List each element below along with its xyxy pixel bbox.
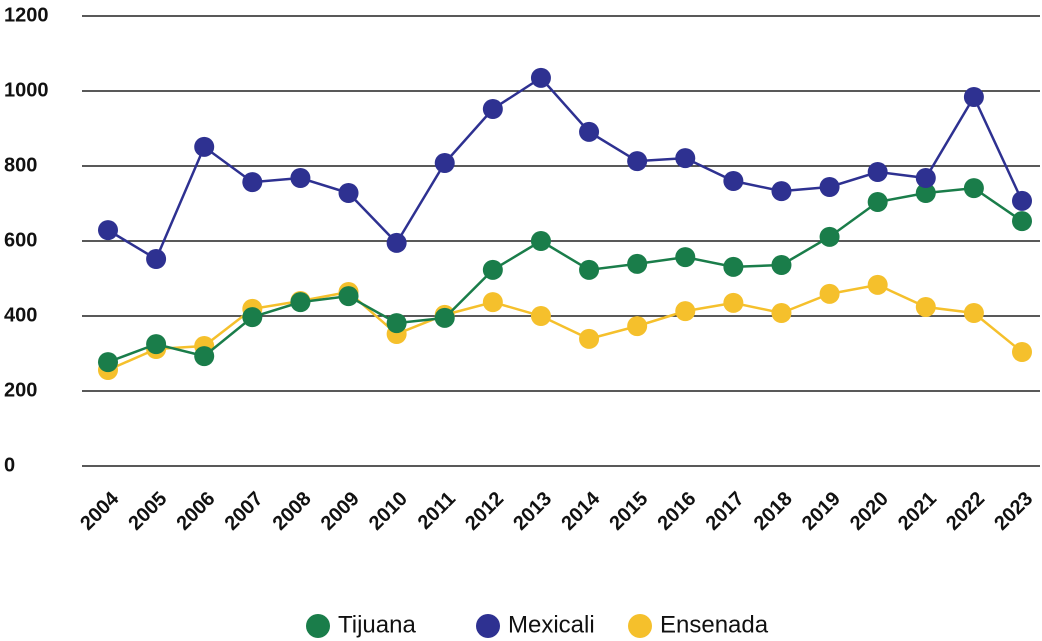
point bbox=[963, 87, 984, 107]
y-tick-label: 800 bbox=[4, 154, 37, 176]
point bbox=[530, 306, 551, 326]
point bbox=[867, 192, 888, 212]
point bbox=[579, 259, 600, 280]
point bbox=[290, 168, 311, 188]
point bbox=[915, 183, 936, 203]
point bbox=[675, 148, 696, 169]
legend-swatch bbox=[476, 614, 500, 638]
legend-label: Ensenada bbox=[660, 611, 769, 638]
point bbox=[675, 247, 696, 268]
legend-swatch bbox=[628, 614, 652, 638]
point bbox=[434, 307, 455, 328]
point bbox=[146, 334, 167, 355]
x-tick-label: 2015 bbox=[605, 488, 652, 535]
x-tick-label: 2010 bbox=[365, 488, 412, 535]
point bbox=[98, 220, 118, 241]
y-tick-label: 400 bbox=[4, 304, 37, 326]
series-line bbox=[107, 283, 1023, 372]
point bbox=[482, 259, 503, 280]
x-tick-label: 2008 bbox=[269, 488, 316, 535]
point bbox=[338, 286, 359, 307]
point bbox=[579, 121, 600, 142]
x-tick-label: 2016 bbox=[654, 488, 701, 535]
point bbox=[146, 249, 167, 269]
point bbox=[530, 231, 551, 251]
y-tick-label: 1200 bbox=[4, 4, 49, 26]
point bbox=[963, 303, 984, 323]
x-tick-label: 2020 bbox=[846, 488, 893, 535]
point bbox=[867, 162, 888, 182]
legend-label: Tijuana bbox=[338, 611, 416, 638]
point bbox=[386, 232, 407, 253]
point bbox=[1012, 342, 1032, 362]
point bbox=[915, 297, 936, 317]
x-tick-label: 2023 bbox=[990, 488, 1037, 535]
point bbox=[386, 313, 407, 334]
point bbox=[1012, 211, 1032, 232]
x-tick-label: 2006 bbox=[172, 488, 219, 535]
x-tick-label: 2022 bbox=[942, 488, 989, 535]
point bbox=[242, 172, 263, 193]
point bbox=[242, 307, 263, 328]
x-tick-label: 2017 bbox=[702, 488, 749, 535]
point bbox=[627, 316, 648, 337]
point bbox=[819, 177, 840, 197]
point bbox=[627, 253, 648, 274]
point bbox=[290, 292, 311, 313]
x-tick-label: 2009 bbox=[317, 488, 364, 535]
point bbox=[482, 292, 503, 313]
y-tick-label: 600 bbox=[4, 229, 37, 251]
x-tick-label: 2013 bbox=[509, 488, 556, 535]
point bbox=[915, 168, 936, 188]
point bbox=[771, 181, 792, 202]
legend-label: Mexicali bbox=[508, 611, 595, 638]
x-tick-label: 2019 bbox=[798, 488, 845, 535]
point bbox=[482, 99, 503, 119]
x-tick-label: 2012 bbox=[461, 488, 508, 535]
point bbox=[819, 283, 840, 304]
point bbox=[723, 292, 744, 313]
point bbox=[963, 178, 984, 199]
x-tick-label: 2004 bbox=[76, 487, 124, 535]
point bbox=[723, 171, 744, 191]
point bbox=[194, 346, 215, 367]
point bbox=[530, 67, 551, 88]
point bbox=[1012, 190, 1032, 211]
point bbox=[194, 136, 215, 157]
x-tick-label: 2011 bbox=[414, 488, 460, 534]
point bbox=[771, 255, 792, 275]
point bbox=[675, 301, 696, 322]
point bbox=[434, 153, 455, 173]
point bbox=[579, 328, 600, 349]
x-tick-label: 2021 bbox=[894, 488, 941, 535]
x-tick-label: 2014 bbox=[557, 487, 605, 535]
series-line bbox=[107, 186, 1023, 364]
point bbox=[771, 303, 792, 323]
point bbox=[627, 151, 648, 172]
point bbox=[723, 256, 744, 277]
point bbox=[819, 226, 840, 247]
point bbox=[867, 274, 888, 295]
point bbox=[98, 352, 118, 373]
y-tick-label: 0 bbox=[4, 454, 15, 476]
x-tick-label: 2007 bbox=[221, 488, 268, 535]
legend-swatch bbox=[306, 614, 330, 638]
y-tick-label: 1000 bbox=[4, 79, 49, 101]
x-tick-label: 2018 bbox=[750, 488, 797, 535]
x-tick-label: 2005 bbox=[124, 488, 171, 535]
y-tick-label: 200 bbox=[4, 379, 37, 401]
point bbox=[338, 183, 359, 203]
